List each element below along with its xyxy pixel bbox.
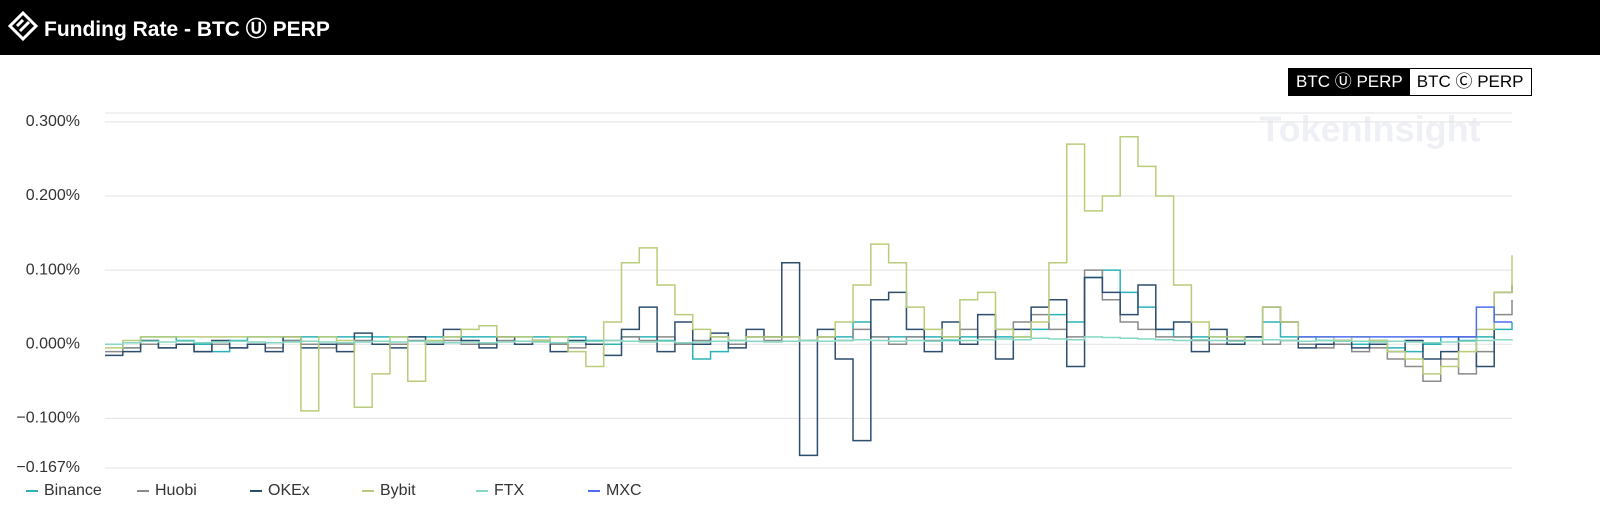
y-tick-label: 0.200% (26, 187, 80, 204)
legend-label: OKEx (268, 482, 310, 499)
y-tick-label: −0.100% (16, 410, 80, 427)
header: Funding Rate - BTC Ⓤ PERP (0, 0, 1600, 55)
series-line (105, 336, 1513, 345)
legend-label: Huobi (155, 482, 197, 499)
y-tick-label: −0.167% (16, 459, 80, 476)
series-line (105, 135, 1513, 412)
legend-label: Bybit (380, 482, 416, 499)
legend-label: MXC (606, 482, 642, 499)
toggle: BTC Ⓤ PERP BTC Ⓒ PERP (1288, 68, 1532, 96)
series-line (105, 261, 1513, 457)
y-tick-label: 0.100% (26, 261, 80, 278)
title: Funding Rate - BTC Ⓤ PERP (44, 18, 330, 41)
y-tick-label: 0.300% (26, 113, 80, 130)
legend-label: FTX (494, 482, 525, 499)
series-line (105, 269, 1513, 360)
toggle-option[interactable]: BTC Ⓒ PERP (1416, 72, 1524, 91)
y-tick-label: 0.000% (26, 335, 80, 352)
toggle-option[interactable]: BTC Ⓤ PERP (1289, 69, 1410, 95)
series-line (105, 269, 1513, 383)
series-line (1298, 306, 1512, 338)
watermark: TokenInsight (1259, 109, 1480, 150)
legend-label: Binance (44, 482, 102, 499)
logo (8, 11, 38, 41)
